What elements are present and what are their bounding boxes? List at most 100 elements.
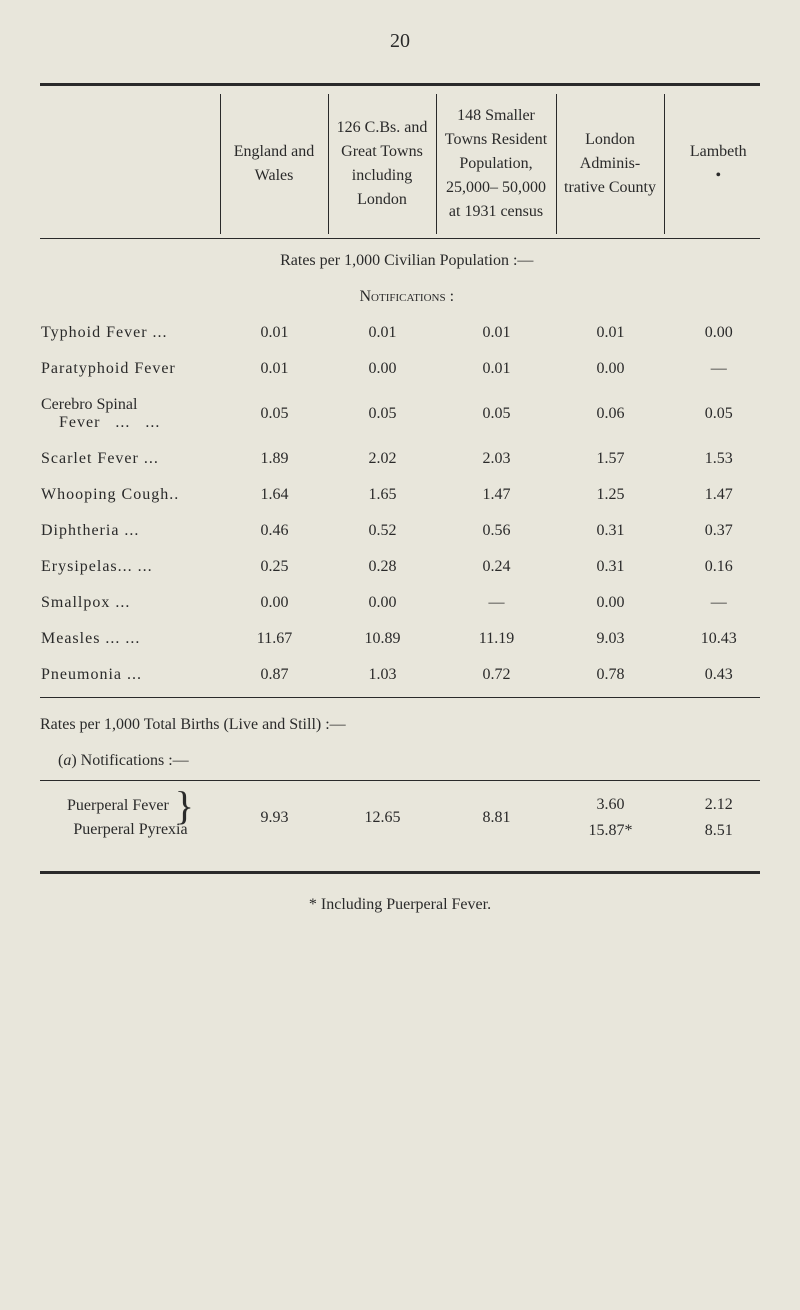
table-row: Smallpox ... 0.00 0.00 — 0.00 — [41,585,773,621]
cell: 1.65 [329,477,437,513]
row-label-text: Erysipelas... ... [41,558,153,575]
cell: 0.05 [437,387,557,441]
col-header-lambeth: Lambeth • [664,94,772,234]
puerperal-label: Puerperal Fever } Puerperal Pyrexia [41,785,221,851]
col-header-cbs: 126 C.Bs. and Great Towns including Lond… [328,94,436,234]
cell: 12.65 [329,785,437,851]
row-label: Whooping Cough.. [41,477,221,513]
row-label: Pneumonia ... [41,657,221,693]
data-table: Rates per 1,000 Civilian Population :— N… [40,243,773,693]
cell: 0.05 [221,387,329,441]
cell: 11.19 [437,621,557,657]
col-header-smaller-towns: 148 Smaller Towns Resident Population, 2… [436,94,556,234]
cell: — [437,585,557,621]
table-row: Diphtheria ... 0.46 0.52 0.56 0.31 0.37 [41,513,773,549]
cell: 2.12 8.51 [665,785,773,851]
cell: 0.05 [329,387,437,441]
header-row: England and Wales 126 C.Bs. and Great To… [40,94,772,234]
row-label: Cerebro Spinal Fever ... ... [41,387,221,441]
cell: 10.89 [329,621,437,657]
row-label: Paratyphoid Fever [41,351,221,387]
cell: 0.31 [557,549,665,585]
cell: 1.47 [437,477,557,513]
cell: 0.05 [665,387,773,441]
cell: 0.52 [329,513,437,549]
cell: 0.31 [557,513,665,549]
cell: 1.47 [665,477,773,513]
brace-icon: } [175,796,194,816]
table-row: Typhoid Fever ... 0.01 0.01 0.01 0.01 0.… [41,315,773,351]
puerperal-label-line2: Puerperal Pyrexia [73,821,187,838]
cell: 0.00 [557,351,665,387]
cell: 0.01 [557,315,665,351]
cell: 0.06 [557,387,665,441]
col-header-blank [40,94,220,234]
cell: 1.03 [329,657,437,693]
rates-title-row: Rates per 1,000 Civilian Population :— [41,243,773,279]
rates-title: Rates per 1,000 Civilian Population :— [41,243,773,279]
cell: 1.64 [221,477,329,513]
col-header-london: London Adminis-trative County [556,94,664,234]
cell-line2: 8.51 [671,822,767,840]
col-header-lambeth-label: Lambeth [690,143,747,160]
cell: 0.37 [665,513,773,549]
cell: 0.28 [329,549,437,585]
cell: 0.16 [665,549,773,585]
top-thick-rule [40,83,760,86]
cell-line1: 3.60 [563,796,658,814]
cell: 10.43 [665,621,773,657]
cell-line2: 15.87* [563,822,658,840]
row-label-text: Scarlet Fever ... [41,450,159,467]
cell: 0.46 [221,513,329,549]
cell: 1.53 [665,441,773,477]
cell: 11.67 [221,621,329,657]
mid-rule [40,697,760,698]
cell: 0.00 [329,351,437,387]
births-title: Rates per 1,000 Total Births (Live and S… [40,716,760,734]
table-row: Measles ... ... 11.67 10.89 11.19 9.03 1… [41,621,773,657]
row-label-text: Diphtheria ... [41,522,139,539]
cell: 9.03 [557,621,665,657]
cell: 0.01 [437,315,557,351]
cell: 0.00 [221,585,329,621]
cell: 0.25 [221,549,329,585]
cell: 2.02 [329,441,437,477]
row-label-line1: Cerebro Spinal [41,396,214,414]
bottom-thick-rule [40,871,760,874]
cell: 0.01 [329,315,437,351]
row-label-text: Measles ... ... [41,630,140,647]
sub-a: (a) Notifications :— [40,752,760,770]
puerp-top-rule [40,780,760,781]
row-label: Typhoid Fever ... [41,315,221,351]
cell: 0.87 [221,657,329,693]
row-label-text: Typhoid Fever ... [41,324,168,341]
notifications-head-row: Notifications : [41,279,773,315]
cell: 9.93 [221,785,329,851]
puerperal-table: Puerperal Fever } Puerperal Pyrexia 9.93… [40,785,773,851]
cell: 0.00 [665,315,773,351]
header-bottom-rule [40,238,760,239]
row-label: Scarlet Fever ... [41,441,221,477]
page-number: 20 [40,30,760,53]
row-label-text: Pneumonia ... [41,666,142,683]
cell: 0.01 [437,351,557,387]
cell: 0.24 [437,549,557,585]
row-label-text: Paratyphoid Fever [41,360,176,377]
table-row: Paratyphoid Fever 0.01 0.00 0.01 0.00 — [41,351,773,387]
cell: 3.60 15.87* [557,785,665,851]
main-table: England and Wales 126 C.Bs. and Great To… [40,94,772,234]
cell: 2.03 [437,441,557,477]
row-label: Erysipelas... ... [41,549,221,585]
cell: — [665,351,773,387]
puerperal-row: Puerperal Fever } Puerperal Pyrexia 9.93… [41,785,773,851]
row-label: Smallpox ... [41,585,221,621]
row-label: Diphtheria ... [41,513,221,549]
table-row: Scarlet Fever ... 1.89 2.02 2.03 1.57 1.… [41,441,773,477]
cell: 0.43 [665,657,773,693]
cell: 0.56 [437,513,557,549]
table-row: Cerebro Spinal Fever ... ... 0.05 0.05 0… [41,387,773,441]
cell: — [665,585,773,621]
row-label-text: Whooping Cough.. [41,486,179,503]
row-label: Measles ... ... [41,621,221,657]
cell: 0.78 [557,657,665,693]
